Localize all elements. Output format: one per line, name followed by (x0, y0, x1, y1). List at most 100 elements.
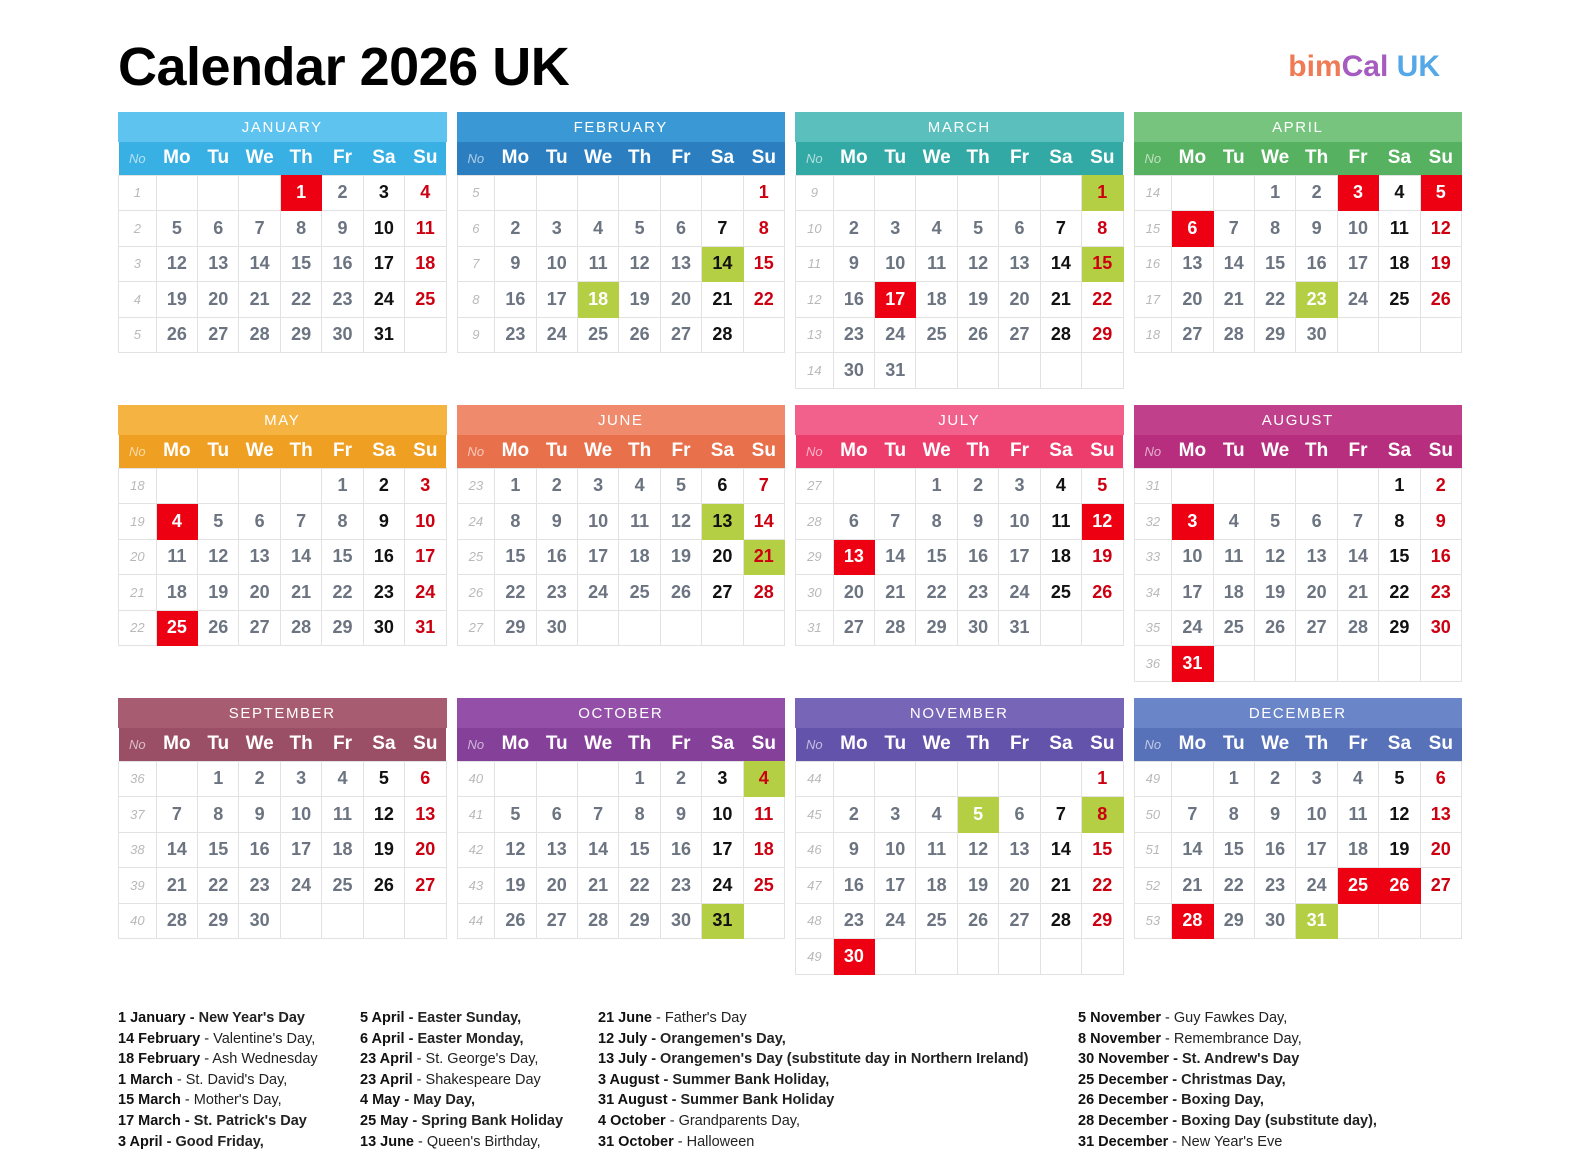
day-cell[interactable]: 22 (1378, 574, 1421, 611)
day-cell[interactable]: 2 (832, 210, 876, 247)
day-cell[interactable]: 25 (915, 902, 958, 939)
day-cell[interactable]: 5 (618, 210, 661, 247)
day-cell[interactable]: 31 (404, 609, 447, 646)
day-cell[interactable]: 28 (1039, 902, 1083, 939)
day-cell[interactable]: 16 (832, 867, 876, 904)
day-cell[interactable]: 15 (915, 538, 958, 575)
day-cell[interactable]: 24 (1171, 609, 1214, 646)
day-cell[interactable]: 25 (1336, 867, 1380, 904)
day-cell[interactable]: 29 (1212, 902, 1255, 939)
day-cell[interactable]: 12 (618, 245, 661, 282)
day-cell[interactable]: 25 (1212, 609, 1255, 646)
day-cell[interactable]: 28 (742, 574, 786, 611)
day-cell[interactable]: 17 (576, 538, 620, 575)
day-cell[interactable]: 20 (1419, 831, 1463, 868)
day-cell[interactable]: 30 (956, 609, 1000, 646)
day-cell[interactable]: 3 (362, 174, 406, 211)
day-cell[interactable]: 2 (362, 467, 406, 504)
day-cell[interactable]: 8 (197, 796, 240, 833)
day-cell[interactable]: 22 (742, 281, 786, 318)
day-cell[interactable]: 21 (1336, 574, 1380, 611)
day-cell[interactable]: 23 (535, 574, 578, 611)
day-cell[interactable]: 1 (1081, 760, 1124, 797)
day-cell[interactable]: 1 (1081, 174, 1124, 211)
day-cell[interactable]: 8 (742, 210, 786, 247)
day-cell[interactable]: 6 (701, 467, 744, 504)
day-cell[interactable]: 17 (1171, 574, 1214, 611)
day-cell[interactable]: 28 (1212, 316, 1255, 353)
day-cell[interactable]: 9 (535, 503, 578, 540)
day-cell[interactable]: 17 (998, 538, 1041, 575)
day-cell[interactable]: 14 (742, 503, 786, 540)
day-cell[interactable]: 25 (1039, 574, 1083, 611)
day-cell[interactable]: 13 (701, 503, 744, 540)
day-cell[interactable]: 31 (1171, 645, 1214, 682)
day-cell[interactable]: 8 (494, 503, 537, 540)
day-cell[interactable]: 25 (404, 281, 447, 318)
day-cell[interactable]: 18 (1336, 831, 1380, 868)
day-cell[interactable]: 9 (238, 796, 281, 833)
day-cell[interactable]: 5 (155, 210, 199, 247)
day-cell[interactable]: 16 (321, 245, 364, 282)
day-cell[interactable]: 13 (659, 245, 703, 282)
day-cell[interactable]: 13 (238, 538, 281, 575)
day-cell[interactable]: 22 (1081, 281, 1124, 318)
day-cell[interactable]: 7 (1039, 210, 1083, 247)
day-cell[interactable]: 27 (998, 902, 1041, 939)
day-cell[interactable]: 10 (576, 503, 620, 540)
day-cell[interactable]: 17 (874, 281, 917, 318)
day-cell[interactable]: 3 (998, 467, 1041, 504)
day-cell[interactable]: 12 (155, 245, 199, 282)
day-cell[interactable]: 11 (1212, 538, 1255, 575)
day-cell[interactable]: 13 (832, 538, 876, 575)
day-cell[interactable]: 24 (874, 902, 917, 939)
day-cell[interactable]: 6 (1295, 503, 1338, 540)
day-cell[interactable]: 26 (1081, 574, 1124, 611)
day-cell[interactable]: 26 (1378, 867, 1421, 904)
day-cell[interactable]: 5 (197, 503, 240, 540)
day-cell[interactable]: 19 (659, 538, 703, 575)
day-cell[interactable]: 14 (238, 245, 281, 282)
day-cell[interactable]: 20 (404, 831, 447, 868)
day-cell[interactable]: 29 (915, 609, 958, 646)
day-cell[interactable]: 24 (535, 316, 578, 353)
day-cell[interactable]: 18 (742, 831, 786, 868)
day-cell[interactable]: 20 (659, 281, 703, 318)
day-cell[interactable]: 26 (494, 902, 537, 939)
day-cell[interactable]: 31 (998, 609, 1041, 646)
day-cell[interactable]: 12 (1378, 796, 1421, 833)
day-cell[interactable]: 18 (404, 245, 447, 282)
day-cell[interactable]: 12 (956, 245, 1000, 282)
day-cell[interactable]: 11 (742, 796, 786, 833)
day-cell[interactable]: 16 (832, 281, 876, 318)
day-cell[interactable]: 17 (701, 831, 744, 868)
day-cell[interactable]: 26 (659, 574, 703, 611)
day-cell[interactable]: 5 (1253, 503, 1297, 540)
day-cell[interactable]: 17 (1336, 245, 1380, 282)
day-cell[interactable]: 18 (321, 831, 364, 868)
day-cell[interactable]: 20 (998, 867, 1041, 904)
day-cell[interactable]: 15 (618, 831, 661, 868)
day-cell[interactable]: 13 (535, 831, 578, 868)
day-cell[interactable]: 27 (832, 609, 876, 646)
day-cell[interactable]: 22 (279, 281, 323, 318)
day-cell[interactable]: 20 (535, 867, 578, 904)
day-cell[interactable]: 7 (238, 210, 281, 247)
day-cell[interactable]: 5 (1378, 760, 1421, 797)
day-cell[interactable]: 27 (998, 316, 1041, 353)
day-cell[interactable]: 5 (1081, 467, 1124, 504)
day-cell[interactable]: 16 (1295, 245, 1338, 282)
day-cell[interactable]: 27 (701, 574, 744, 611)
day-cell[interactable]: 14 (874, 538, 917, 575)
day-cell[interactable]: 8 (915, 503, 958, 540)
day-cell[interactable]: 20 (238, 574, 281, 611)
day-cell[interactable]: 13 (404, 796, 447, 833)
day-cell[interactable]: 10 (1171, 538, 1214, 575)
day-cell[interactable]: 1 (618, 760, 661, 797)
day-cell[interactable]: 30 (238, 902, 281, 939)
day-cell[interactable]: 17 (1295, 831, 1338, 868)
day-cell[interactable]: 9 (321, 210, 364, 247)
day-cell[interactable]: 15 (279, 245, 323, 282)
day-cell[interactable]: 22 (1212, 867, 1255, 904)
day-cell[interactable]: 27 (535, 902, 578, 939)
